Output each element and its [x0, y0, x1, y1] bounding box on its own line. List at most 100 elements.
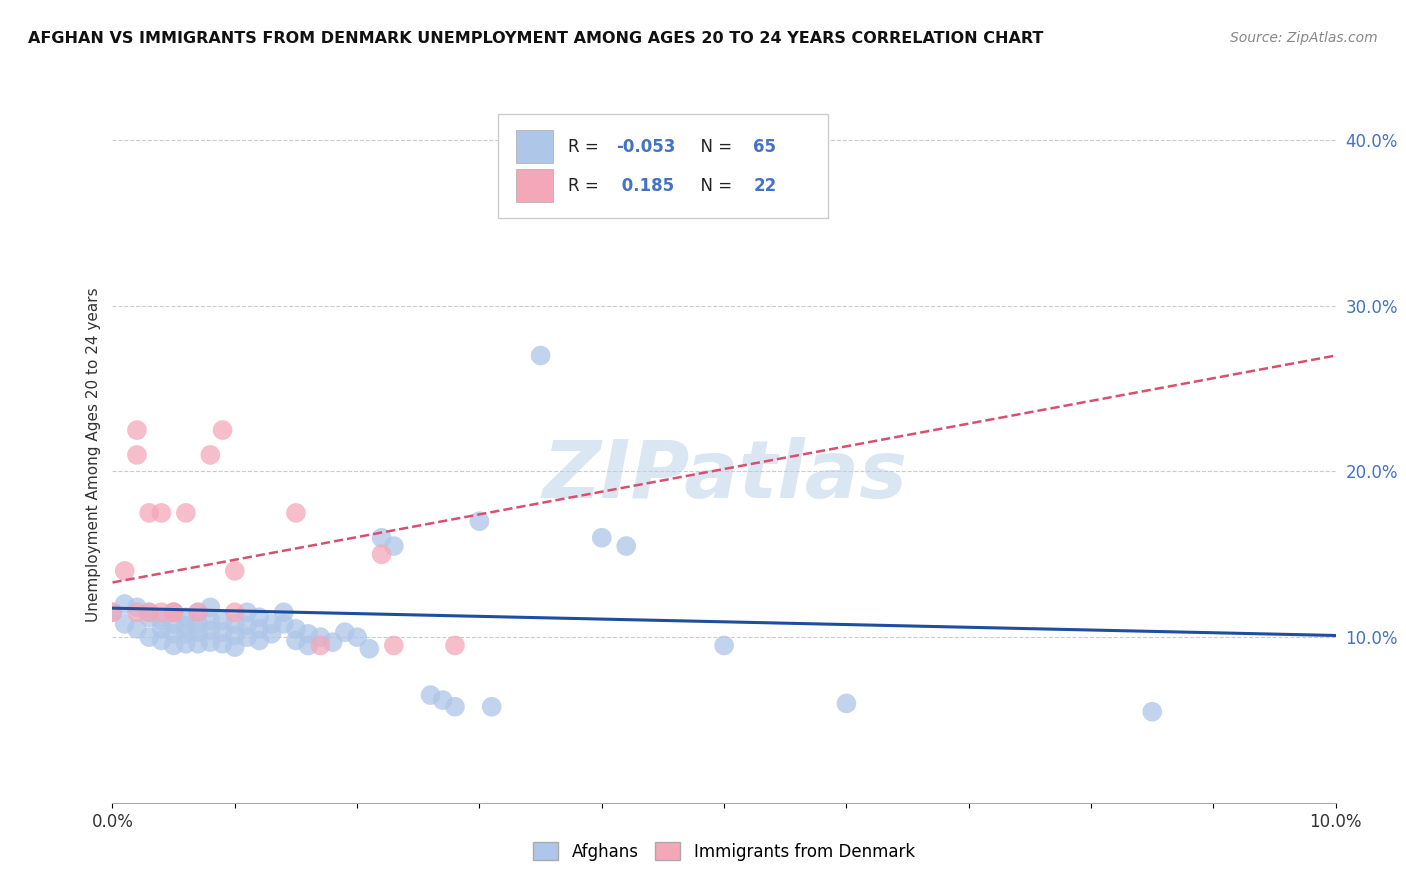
Point [114, 616, 136, 631]
Point [247, 633, 270, 648]
Point [236, 618, 259, 632]
Point [150, 614, 173, 628]
Point [309, 630, 332, 644]
Point [614, 539, 637, 553]
Point [138, 506, 160, 520]
Point [297, 627, 319, 641]
Text: ZIPatlas: ZIPatlas [541, 437, 907, 515]
Point [333, 625, 356, 640]
Point [211, 423, 233, 437]
Point [187, 616, 209, 631]
Point [211, 625, 233, 640]
Point [200, 600, 222, 615]
Point [370, 547, 392, 561]
Point [187, 625, 209, 640]
Text: 0.185: 0.185 [616, 177, 675, 194]
Point [444, 639, 467, 653]
Point [370, 531, 392, 545]
Point [150, 605, 173, 619]
Point [273, 616, 295, 631]
Point [101, 605, 124, 619]
Point [125, 423, 148, 437]
Point [138, 610, 160, 624]
FancyBboxPatch shape [516, 169, 553, 202]
Point [211, 637, 233, 651]
Point [125, 448, 148, 462]
Point [187, 605, 209, 619]
Point [150, 622, 173, 636]
Point [591, 531, 613, 545]
Point [247, 622, 270, 636]
Text: 65: 65 [754, 137, 776, 156]
Point [138, 605, 160, 619]
Point [322, 635, 344, 649]
Point [150, 633, 173, 648]
Point [713, 639, 735, 653]
Point [174, 610, 197, 624]
Text: R =: R = [568, 137, 603, 156]
Point [200, 448, 222, 462]
Text: -0.053: -0.053 [616, 137, 676, 156]
Point [125, 622, 148, 636]
Point [224, 640, 246, 654]
Point [444, 699, 467, 714]
Text: N =: N = [690, 137, 737, 156]
Text: N =: N = [690, 177, 737, 194]
Point [150, 506, 173, 520]
Point [284, 633, 308, 648]
Text: 22: 22 [754, 177, 776, 194]
Point [163, 627, 186, 641]
Text: R =: R = [568, 177, 603, 194]
Point [224, 605, 246, 619]
Point [309, 639, 332, 653]
Point [163, 616, 186, 631]
Point [163, 605, 186, 619]
Point [125, 605, 148, 619]
Point [114, 564, 136, 578]
Point [163, 639, 186, 653]
Point [174, 506, 197, 520]
Point [224, 628, 246, 642]
Point [101, 605, 124, 619]
Point [224, 564, 246, 578]
Point [382, 639, 405, 653]
Point [138, 605, 160, 619]
Point [359, 641, 381, 656]
Point [236, 605, 259, 619]
Point [284, 622, 308, 636]
Point [419, 688, 441, 702]
FancyBboxPatch shape [516, 130, 553, 163]
Point [468, 514, 491, 528]
Point [346, 630, 368, 644]
Point [530, 349, 553, 363]
Point [297, 639, 319, 653]
Point [114, 597, 136, 611]
Point [260, 627, 283, 641]
Point [1142, 705, 1164, 719]
Point [211, 614, 233, 628]
Point [187, 637, 209, 651]
Legend: Afghans, Immigrants from Denmark: Afghans, Immigrants from Denmark [527, 836, 921, 868]
Point [236, 630, 259, 644]
Point [174, 637, 197, 651]
Point [835, 697, 858, 711]
Y-axis label: Unemployment Among Ages 20 to 24 years: Unemployment Among Ages 20 to 24 years [86, 287, 101, 623]
Point [260, 616, 283, 631]
Text: Source: ZipAtlas.com: Source: ZipAtlas.com [1230, 31, 1378, 45]
Point [247, 610, 270, 624]
Point [163, 605, 186, 619]
Point [200, 614, 222, 628]
Point [224, 616, 246, 631]
Point [174, 627, 197, 641]
Point [432, 693, 454, 707]
Point [200, 624, 222, 638]
FancyBboxPatch shape [498, 114, 828, 219]
Point [200, 635, 222, 649]
Point [382, 539, 405, 553]
Point [187, 605, 209, 619]
Point [174, 618, 197, 632]
Point [138, 630, 160, 644]
Point [163, 605, 186, 619]
Point [284, 506, 308, 520]
Point [125, 600, 148, 615]
